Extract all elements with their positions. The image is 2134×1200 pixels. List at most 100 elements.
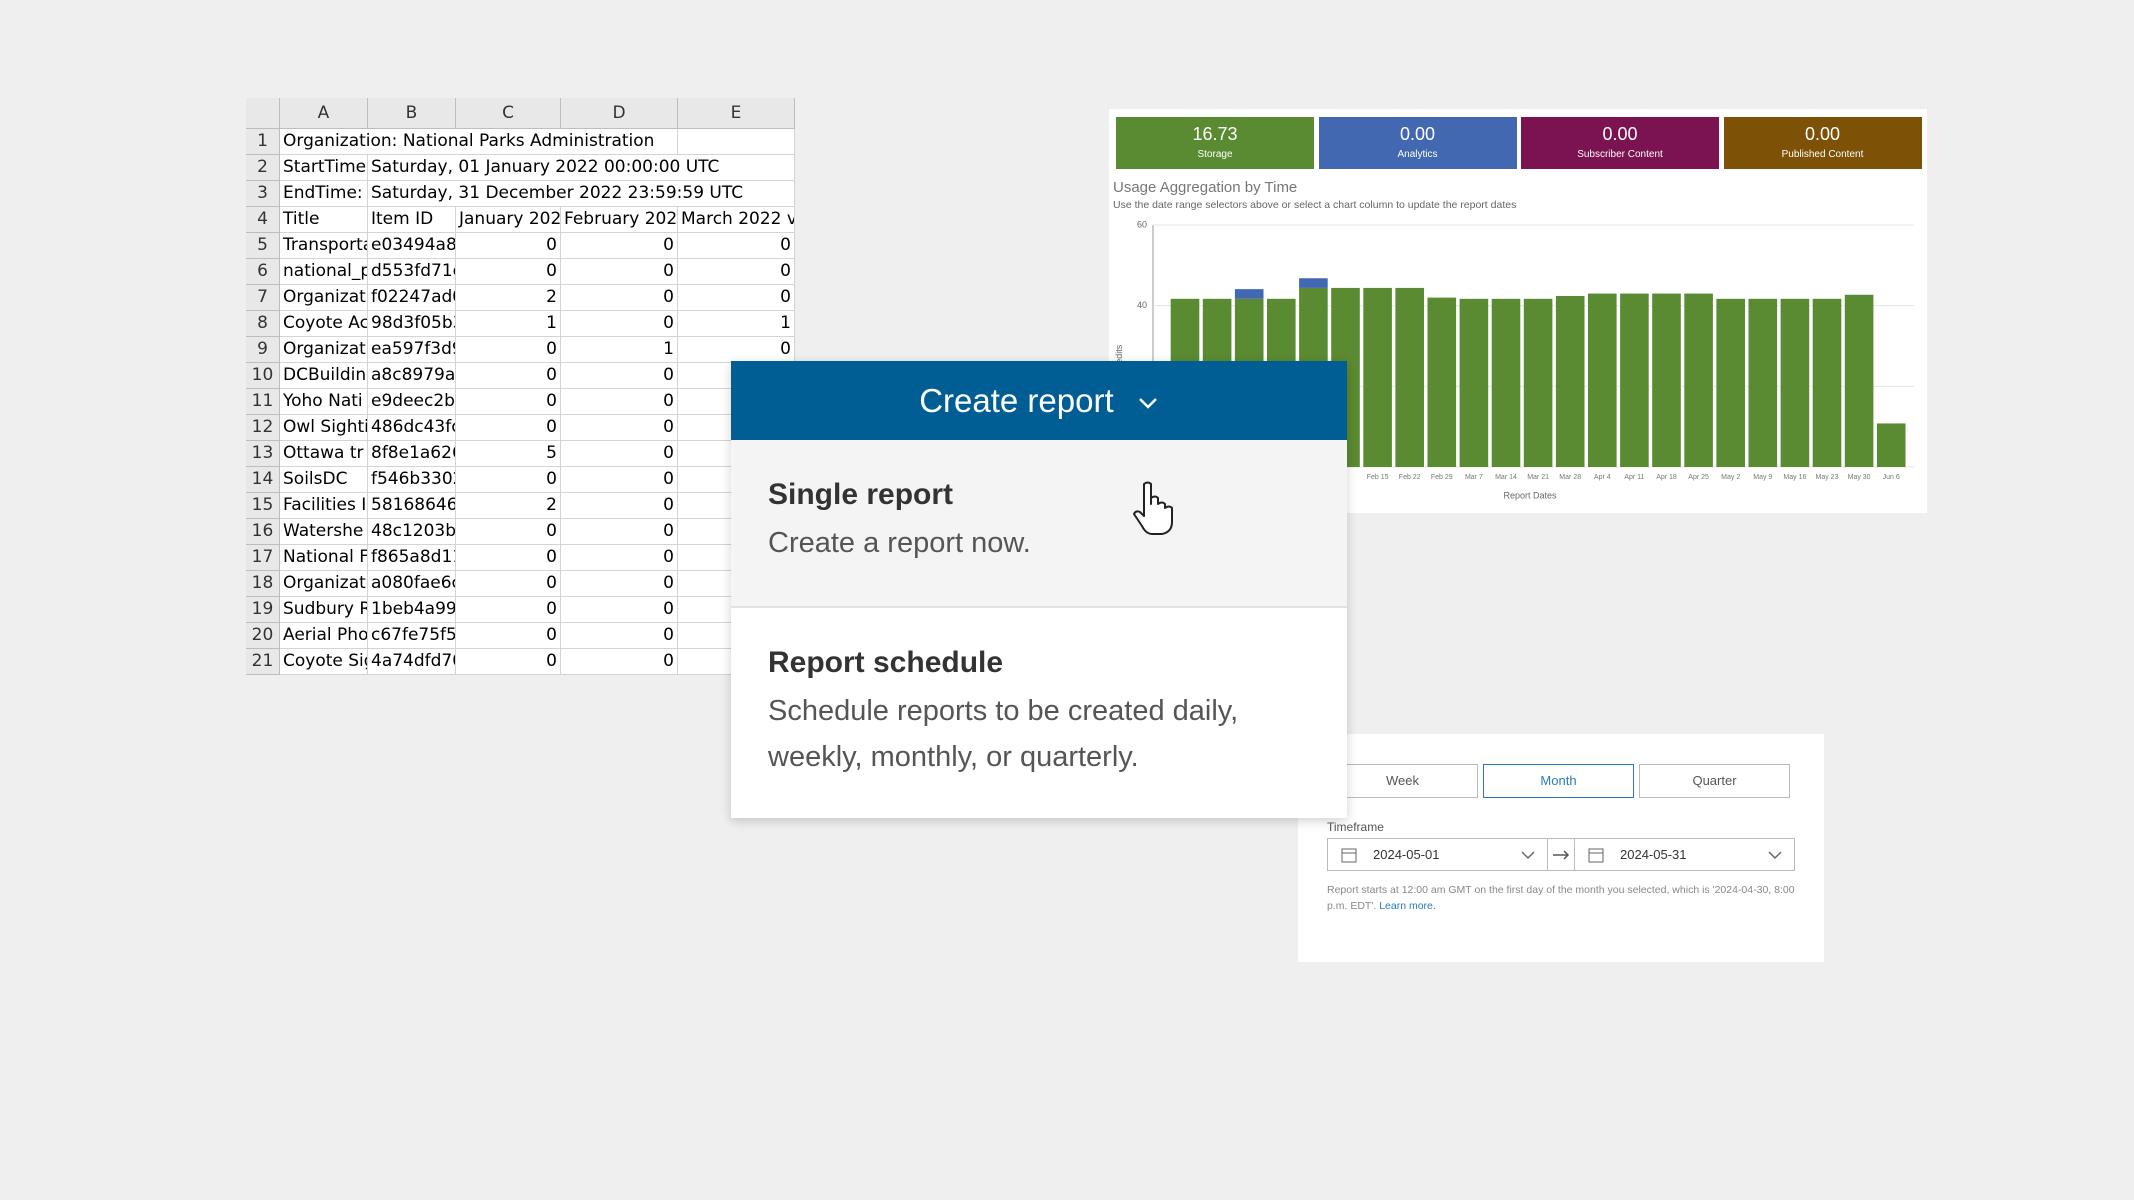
row-number: 15 (246, 493, 280, 519)
summary-tile: 0.00 Analytics (1318, 117, 1517, 169)
bar (1363, 287, 1392, 467)
x-tick-label: Apr 18 (1656, 474, 1677, 481)
arrow-icon (1553, 850, 1570, 860)
x-axis-label: Report Dates (1503, 490, 1557, 500)
cell: 0 (561, 571, 678, 597)
cell: 0 (561, 363, 678, 389)
item-title: Single report (768, 478, 954, 511)
cell: January 2022 (456, 207, 561, 233)
cell: national_p (280, 259, 368, 285)
cell: 486dc43fc (368, 415, 456, 441)
calendar-icon (1588, 848, 1604, 863)
cell: 0 (678, 337, 795, 363)
cell: 0 (456, 389, 561, 415)
row-number: 3 (246, 181, 280, 207)
cell: Sudbury R (280, 597, 368, 623)
end-date-field[interactable]: 2024-05-31 (1574, 838, 1795, 871)
create-report-menu: Create report Single report Create a rep… (731, 361, 1347, 818)
cell: ea597f3d9 (368, 337, 456, 363)
cell: DCBuildin (280, 363, 368, 389)
bar (1395, 287, 1424, 467)
cell: Title (280, 207, 368, 233)
cell: Item ID (368, 207, 456, 233)
menu-item[interactable]: Single report Create a report now. (731, 440, 1347, 608)
tile-value: 16.73 (1192, 124, 1238, 144)
timeframe-label: Timeframe (1327, 820, 1384, 834)
spreadsheet: A B C D E 1 Organization: National Parks Admin… (246, 98, 795, 675)
learn-more-link[interactable]: Learn more. (1379, 900, 1436, 912)
date-panel: Week Month Quarter Timeframe 2024-05-01 20… (1298, 734, 1824, 962)
x-tick-label: Feb 22 (1399, 474, 1421, 481)
y-tick-label: 60 (1137, 219, 1147, 229)
bar (1523, 298, 1553, 467)
cell: Saturday, 01 January 2022 00:00:00 UTC (368, 155, 795, 181)
cell: a8c8979ab (368, 363, 456, 389)
hand-cursor (1133, 481, 1173, 535)
cell: 0 (561, 311, 678, 337)
row-number: 13 (246, 441, 280, 467)
cell: e03494a8b (368, 233, 456, 259)
item-title: Report schedule (768, 646, 1004, 679)
x-tick-label: Feb 15 (1367, 474, 1389, 481)
cell: 48c1203b1 (368, 519, 456, 545)
period-option[interactable]: Month (1483, 764, 1634, 798)
bar (1427, 297, 1457, 467)
cell: a080fae6c (368, 571, 456, 597)
cell: 0 (456, 571, 561, 597)
cell: 0 (678, 259, 795, 285)
cell: 0 (561, 389, 678, 415)
cell: Transporta (280, 233, 368, 259)
cell: d553fd71e (368, 259, 456, 285)
menu-header[interactable]: Create report (731, 361, 1347, 440)
cell: StartTime (280, 155, 368, 181)
cell: c67fe75f5 (368, 623, 456, 649)
cell: 1 (456, 311, 561, 337)
cell: 0 (456, 259, 561, 285)
cell: 0 (456, 363, 561, 389)
period-option[interactable]: Quarter (1639, 764, 1790, 798)
period-option[interactable]: Week (1327, 764, 1478, 798)
cell: 0 (561, 519, 678, 545)
bar (1748, 298, 1778, 467)
cell: Saturday, 31 December 2022 23:59:59 UTC (368, 181, 795, 207)
cell: 0 (561, 415, 678, 441)
row-number: 14 (246, 467, 280, 493)
range-arrow (1547, 838, 1575, 871)
row-number: 16 (246, 519, 280, 545)
cell: 0 (678, 285, 795, 311)
x-tick-label: Mar 21 (1527, 474, 1549, 481)
cell: Ottawa tr (280, 441, 368, 467)
cell: 98d3f05b3 (368, 311, 456, 337)
row-number: 21 (246, 649, 280, 675)
row-number: 8 (246, 311, 280, 337)
start-date-field[interactable]: 2024-05-01 (1327, 838, 1548, 871)
cell: f02247ad0 (368, 285, 456, 311)
x-tick-label: May 30 (1848, 474, 1871, 481)
bar (1234, 289, 1264, 299)
item-description: Create a report now. (768, 527, 1031, 559)
cell: 0 (456, 623, 561, 649)
row-number: 17 (246, 545, 280, 571)
cell: 8f8e1a626 (368, 441, 456, 467)
cell: 0 (456, 415, 561, 441)
cell: February 2022 (561, 207, 678, 233)
column-header: B (368, 98, 456, 129)
cell: Owl Sighti (280, 415, 368, 441)
bar (1620, 293, 1649, 467)
menu-item[interactable]: Report schedule Schedule reports to be c… (731, 608, 1347, 818)
chart-title: Usage Aggregation by Time (1113, 179, 1297, 196)
cell: Organizati (280, 571, 368, 597)
tile-value: 0.00 (1399, 124, 1436, 144)
cell: Yoho Nati (280, 389, 368, 415)
row-number: 12 (246, 415, 280, 441)
summary-tile: 16.73 Storage (1116, 117, 1314, 169)
chart-subtitle: Use the date range selectors above or se… (1113, 199, 1516, 211)
x-tick-label: May 9 (1753, 474, 1772, 481)
corner-cell (246, 98, 280, 129)
calendar-icon (1341, 848, 1357, 863)
row-number: 10 (246, 363, 280, 389)
row-number: 18 (246, 571, 280, 597)
cell: 0 (561, 493, 678, 519)
row-number: 20 (246, 623, 280, 649)
